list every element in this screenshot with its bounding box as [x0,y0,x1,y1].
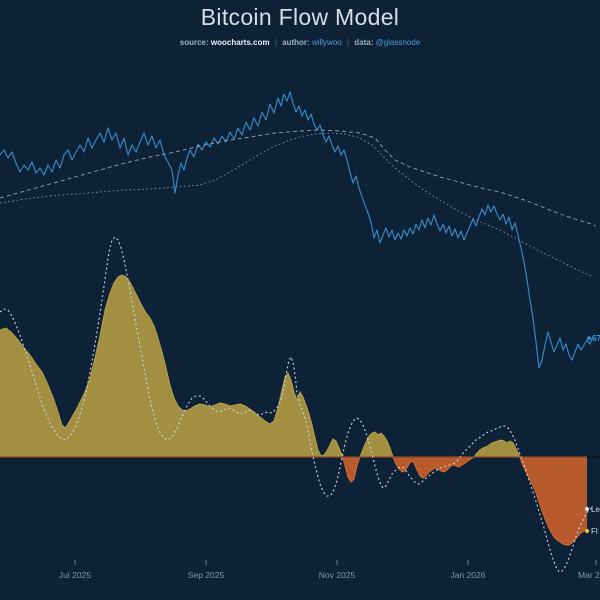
legend-item[interactable]: Fl [584,527,598,536]
legend-label: Fl [591,527,598,536]
source-label: source: [179,38,209,47]
flow-dotted-overlay-line [0,236,593,573]
btc-price-line [0,91,593,369]
separator: | [346,38,350,47]
author-label: author: [282,38,310,47]
flow-area-negative [0,457,587,545]
legend-dot [584,528,590,534]
chart-subtitle: source: woocharts.com | author: willywoo… [0,38,600,47]
data-link[interactable]: @glassnode [375,38,421,47]
flow-area-positive [0,275,587,457]
x-axis-label: Mar 2026 [578,570,600,580]
flow-edge-negative [342,457,588,546]
page-title: Bitcoin Flow Model [200,4,400,30]
moving-average-fast-line [0,129,597,227]
x-axis-label: Jan 2026 [451,570,486,580]
flow-edge-positive [0,274,521,457]
data-label: data: [354,38,374,47]
x-axis-label: Jul 2025 [59,570,91,580]
x-axis-label: Nov 2025 [319,570,356,580]
chart-header: Bitcoin Flow Model source: woocharts.com… [0,4,600,47]
price-end-dot [587,336,591,340]
source-value: woocharts.com [210,38,270,47]
legend-label: Le [591,505,600,514]
separator: | [274,38,277,47]
x-axis-label: Sep 2025 [188,570,225,580]
legend-item[interactable]: Le [584,505,600,514]
author-link[interactable]: willywoo [311,38,342,47]
legend-dot [584,506,590,512]
moving-average-slow-line [0,132,594,278]
price-end-label: 67 [592,334,600,343]
